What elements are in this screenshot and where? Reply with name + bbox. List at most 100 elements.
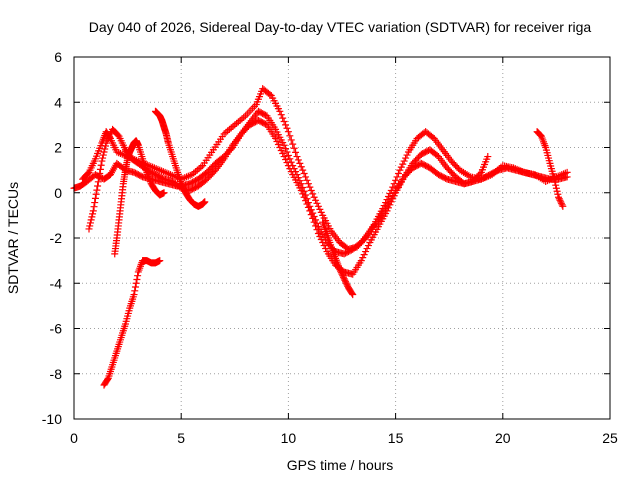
- y-tick-label: -2: [50, 230, 63, 246]
- series-track-f: [151, 107, 209, 210]
- series-track-h: [533, 128, 567, 210]
- data-point: [284, 162, 292, 170]
- data-point: [400, 157, 408, 165]
- series-track-a: [70, 107, 571, 258]
- data-point: [99, 154, 107, 162]
- data-point: [306, 183, 314, 191]
- y-tick-label: -8: [50, 366, 63, 382]
- data-point: [362, 248, 370, 256]
- data-point: [349, 291, 357, 299]
- data-point: [96, 165, 104, 173]
- data-point: [87, 216, 95, 224]
- data-point: [556, 196, 564, 204]
- data-point: [280, 141, 288, 149]
- data-point: [554, 190, 562, 198]
- x-tick-label: 5: [177, 430, 185, 446]
- data-point: [337, 267, 345, 275]
- data-points: [70, 85, 571, 389]
- data-point: [286, 155, 294, 163]
- data-point: [284, 128, 292, 136]
- data-point: [322, 245, 330, 253]
- data-point: [299, 166, 307, 174]
- data-point: [552, 181, 560, 189]
- data-point: [317, 208, 325, 216]
- data-point: [342, 278, 350, 286]
- data-point: [552, 184, 560, 192]
- data-point: [316, 205, 324, 213]
- data-point: [303, 200, 311, 208]
- data-point: [293, 153, 301, 161]
- data-point: [101, 142, 109, 150]
- data-point: [304, 180, 312, 188]
- data-point: [303, 176, 311, 184]
- data-point: [94, 182, 102, 190]
- data-point: [96, 170, 104, 178]
- y-tick-label: 2: [54, 140, 62, 156]
- y-tick-label: 6: [54, 49, 62, 65]
- data-point: [289, 140, 297, 148]
- data-point: [383, 207, 391, 215]
- data-point: [92, 190, 100, 198]
- data-point: [276, 144, 284, 151]
- data-point: [282, 145, 290, 153]
- data-point: [314, 229, 322, 237]
- data-point: [180, 186, 188, 194]
- data-point: [280, 117, 288, 125]
- data-point: [337, 269, 345, 277]
- data-point: [86, 222, 94, 230]
- data-point: [300, 170, 308, 178]
- data-point: [317, 236, 325, 244]
- data-point: [306, 207, 314, 215]
- data-point: [403, 151, 411, 159]
- data-point: [131, 287, 139, 295]
- data-point: [272, 134, 280, 142]
- data-point: [392, 176, 400, 184]
- data-point: [402, 154, 410, 162]
- data-point: [387, 198, 395, 206]
- data-point: [97, 161, 105, 169]
- data-point: [484, 153, 492, 161]
- data-point: [336, 266, 344, 274]
- data-point: [156, 257, 164, 265]
- data-point: [563, 168, 571, 176]
- y-tick-label: 4: [54, 94, 62, 110]
- data-point: [90, 203, 98, 211]
- data-point: [279, 114, 287, 122]
- series-track-g: [319, 218, 357, 299]
- data-point: [100, 148, 108, 156]
- data-point: [89, 210, 97, 218]
- data-point: [360, 236, 368, 244]
- series-track-e: [100, 257, 164, 389]
- data-point: [307, 186, 315, 194]
- data-point: [338, 270, 346, 278]
- data-point: [94, 178, 102, 186]
- data-point: [307, 211, 315, 219]
- data-point: [341, 276, 349, 284]
- x-tick-labels: 0 5 10 15 20 25: [70, 430, 618, 446]
- data-point: [283, 124, 291, 132]
- data-point: [201, 198, 209, 206]
- data-point: [286, 132, 294, 140]
- data-point: [93, 186, 101, 194]
- data-point: [342, 279, 350, 287]
- x-tick-label: 25: [602, 430, 618, 446]
- data-point: [340, 275, 348, 283]
- data-point: [397, 163, 405, 171]
- data-point: [279, 150, 287, 158]
- data-point: [386, 190, 394, 198]
- data-point: [394, 170, 402, 178]
- data-point: [276, 107, 284, 115]
- data-point: [310, 218, 318, 226]
- chart-title: Day 040 of 2026, Sidereal Day-to-day VTE…: [89, 19, 592, 35]
- data-point: [550, 175, 558, 183]
- data-point: [396, 166, 404, 174]
- data-point: [348, 289, 356, 297]
- data-point: [300, 193, 308, 201]
- y-tick-label: 0: [54, 185, 62, 201]
- data-point: [313, 226, 321, 234]
- data-point: [299, 190, 307, 198]
- data-point: [177, 180, 185, 188]
- data-point: [134, 272, 142, 280]
- data-point: [558, 201, 566, 209]
